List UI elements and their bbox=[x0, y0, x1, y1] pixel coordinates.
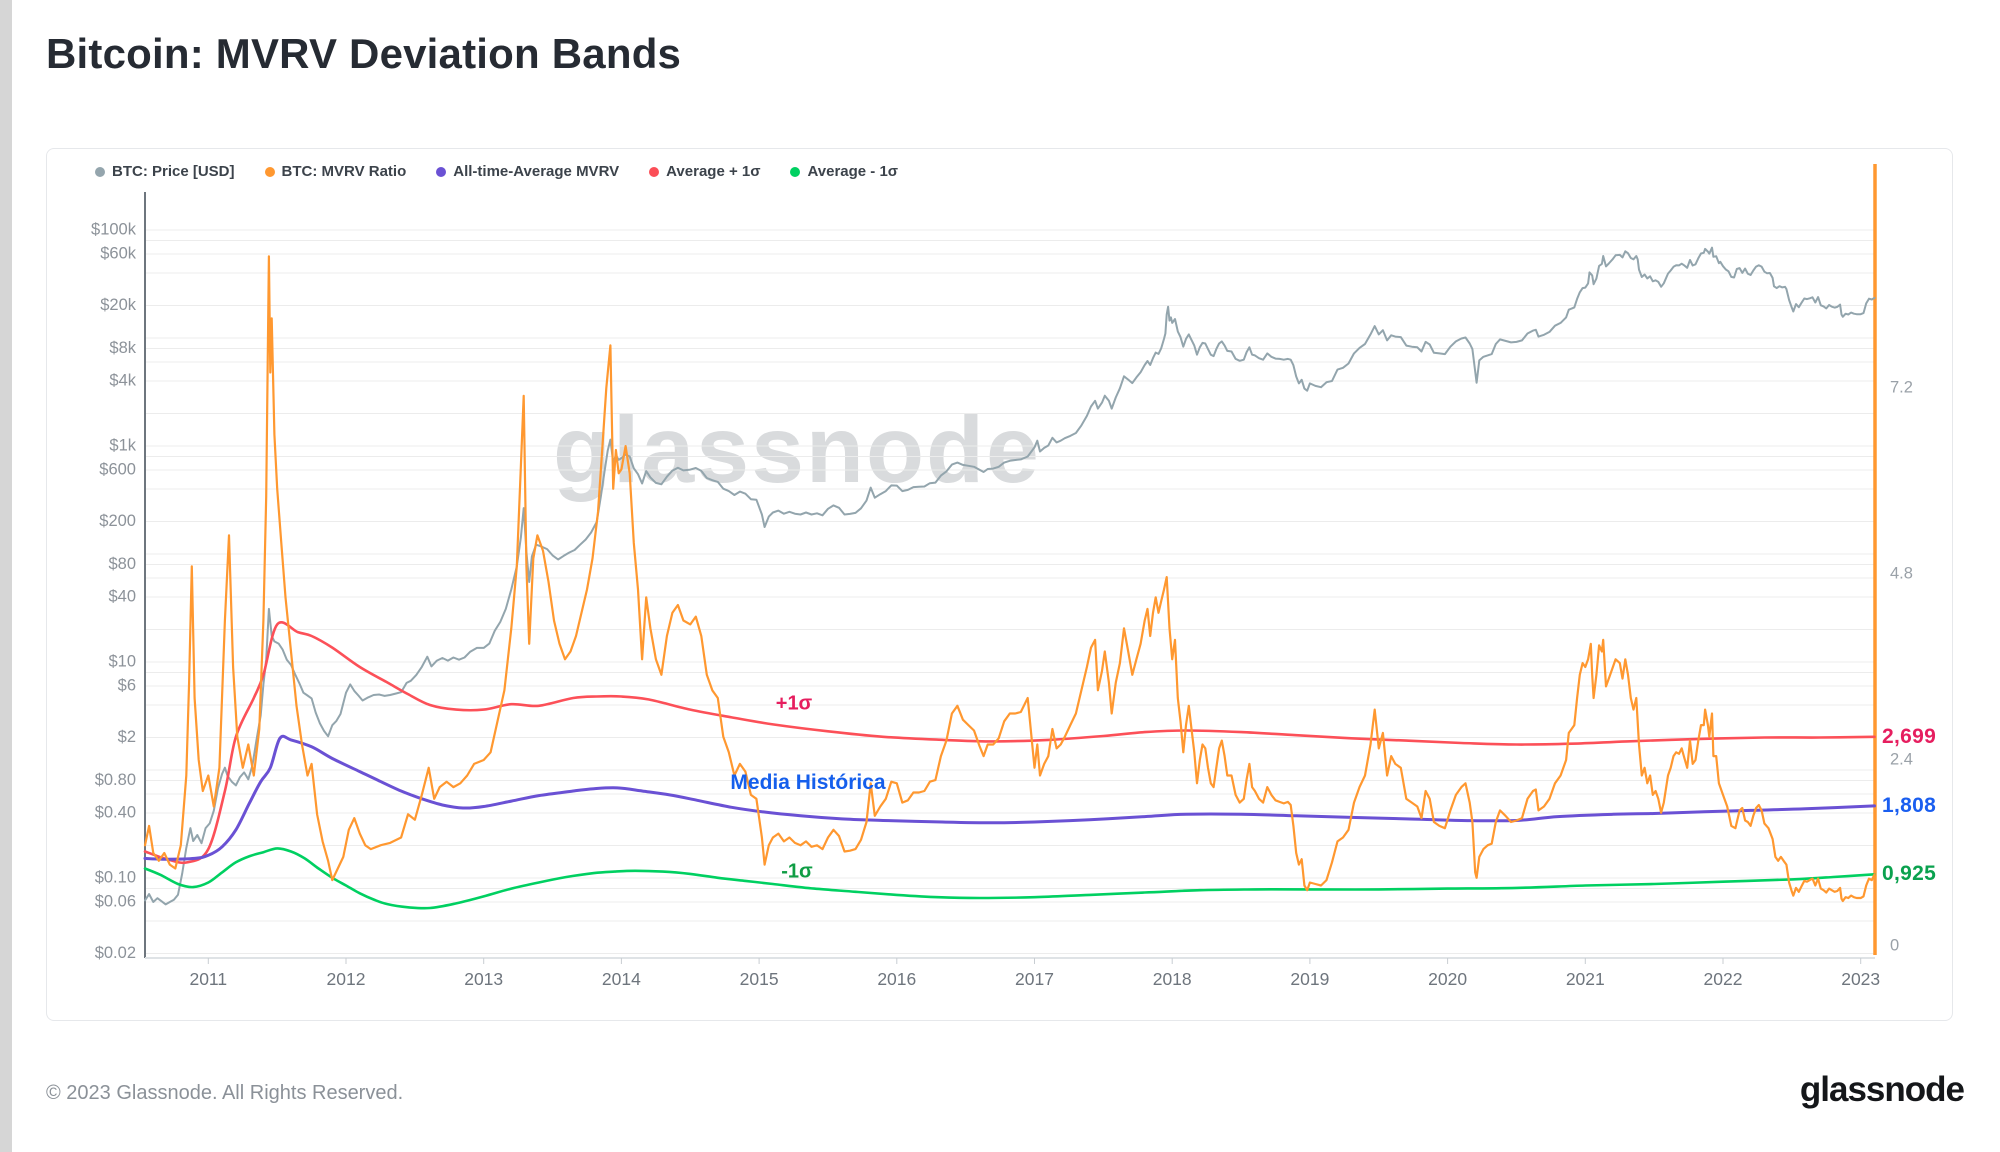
legend-dot-icon bbox=[95, 166, 105, 177]
price-tick-label: $4k bbox=[109, 371, 136, 389]
mvrv-tick-label: 2.4 bbox=[1890, 750, 1913, 768]
media-historica-annotation: Media Histórica bbox=[730, 771, 886, 794]
x-axis-label: 2011 bbox=[189, 969, 227, 989]
minus-sigma-annotation: -1σ bbox=[781, 860, 813, 883]
legend-item-label: BTC: Price [USD] bbox=[112, 163, 235, 180]
legend-item-label: Average + 1σ bbox=[666, 163, 761, 180]
x-axis-label: 2022 bbox=[1704, 969, 1743, 989]
left-edge-strip bbox=[0, 0, 12, 1152]
legend-item-label: Average - 1σ bbox=[807, 163, 899, 180]
last-value-label-3: 0,925 bbox=[1882, 862, 1937, 885]
x-axis-label: 2020 bbox=[1428, 969, 1467, 989]
legend-item-label: BTC: MVRV Ratio bbox=[281, 163, 407, 180]
mvrv-tick-label: 4.8 bbox=[1890, 564, 1913, 582]
footer-copyright: © 2023 Glassnode. All Rights Reserved. bbox=[46, 1082, 404, 1104]
legend-item-label: All-time-Average MVRV bbox=[453, 163, 620, 180]
legend-dot-icon bbox=[264, 166, 275, 177]
price-tick-label: $40 bbox=[108, 587, 136, 605]
price-tick-label: $8k bbox=[109, 339, 136, 357]
chart-legend: BTC: Price [USD] BTC: MVRV Ratio All-time-… bbox=[95, 163, 898, 180]
x-axis-label: 2014 bbox=[602, 969, 641, 989]
last-value-label-1: 2,699 bbox=[1882, 725, 1937, 748]
x-axis-label: 2015 bbox=[740, 969, 779, 989]
minus-sigma-line bbox=[143, 847, 1876, 910]
mvrv-tick-label: 7.2 bbox=[1890, 378, 1913, 396]
price-tick-label: $80 bbox=[108, 555, 136, 573]
x-axis-label: 2018 bbox=[1153, 969, 1192, 989]
price-tick-label: $100k bbox=[91, 220, 137, 238]
last-value-label-2: 1,808 bbox=[1882, 794, 1937, 817]
legend-dot-icon bbox=[649, 166, 660, 177]
x-axis-label: 2017 bbox=[1015, 969, 1054, 989]
price-tick-label: $0.02 bbox=[95, 944, 136, 962]
price-tick-label: $2 bbox=[118, 728, 136, 746]
y-axis-right-labels: 7.2 4.8 2.4 0 bbox=[1890, 378, 1913, 954]
price-tick-label: $6 bbox=[118, 676, 136, 694]
x-axis-label: 2016 bbox=[877, 969, 916, 989]
glassnode-logo: glassnode bbox=[1799, 1070, 1965, 1109]
legend-item-3[interactable]: All-time-Average MVRV bbox=[436, 163, 619, 180]
plus-sigma-annotation: +1σ bbox=[775, 692, 813, 715]
price-tick-label: $1k bbox=[109, 436, 136, 454]
glassnode-watermark: glassnode bbox=[553, 397, 1041, 503]
price-tick-label: $60k bbox=[100, 244, 137, 262]
legend-item-2[interactable]: BTC: MVRV Ratio bbox=[264, 163, 407, 180]
price-tick-label: $600 bbox=[99, 460, 136, 478]
mvrv-ratio-line bbox=[143, 255, 1876, 903]
x-axis-label: 2019 bbox=[1290, 969, 1329, 989]
price-tick-label: $0.40 bbox=[95, 803, 136, 821]
legend-item-5[interactable]: Average - 1σ bbox=[790, 163, 898, 180]
legend-dot-icon bbox=[790, 166, 801, 177]
price-tick-label: $200 bbox=[99, 512, 136, 530]
price-tick-label: $0.10 bbox=[95, 868, 136, 886]
price-tick-label: $20k bbox=[100, 296, 137, 314]
gridlines bbox=[145, 229, 1875, 954]
price-tick-label: $10 bbox=[108, 652, 136, 670]
x-axis-label: 2013 bbox=[464, 969, 503, 989]
mvrv-tick-label: 0 bbox=[1890, 936, 1899, 954]
x-axis-label: 2021 bbox=[1566, 969, 1605, 989]
y-axis-left-labels: $100k $60k $20k $8k $4k $1k $600 $200 $80 $40 $10 $… bbox=[91, 220, 137, 962]
chart-card bbox=[46, 148, 1953, 1021]
plus-sigma-line bbox=[143, 621, 1876, 865]
price-tick-label: $0.80 bbox=[95, 771, 136, 789]
legend-item-1[interactable]: BTC: Price [USD] bbox=[95, 163, 235, 180]
x-axis-label: 2023 bbox=[1841, 969, 1880, 989]
price-line bbox=[144, 246, 1876, 906]
all-time-average-mvrv-line bbox=[143, 734, 1876, 861]
page-title: Bitcoin: MVRV Deviation Bands bbox=[46, 30, 682, 77]
price-tick-label: $0.06 bbox=[95, 892, 136, 910]
x-axis-labels: 2011 2012 2013 2014 2015 2016 2017 2018 2019 2020… bbox=[189, 958, 1880, 989]
x-axis-label: 2012 bbox=[327, 969, 366, 989]
legend-dot-icon bbox=[436, 166, 447, 177]
legend-item-4[interactable]: Average + 1σ bbox=[649, 163, 760, 180]
